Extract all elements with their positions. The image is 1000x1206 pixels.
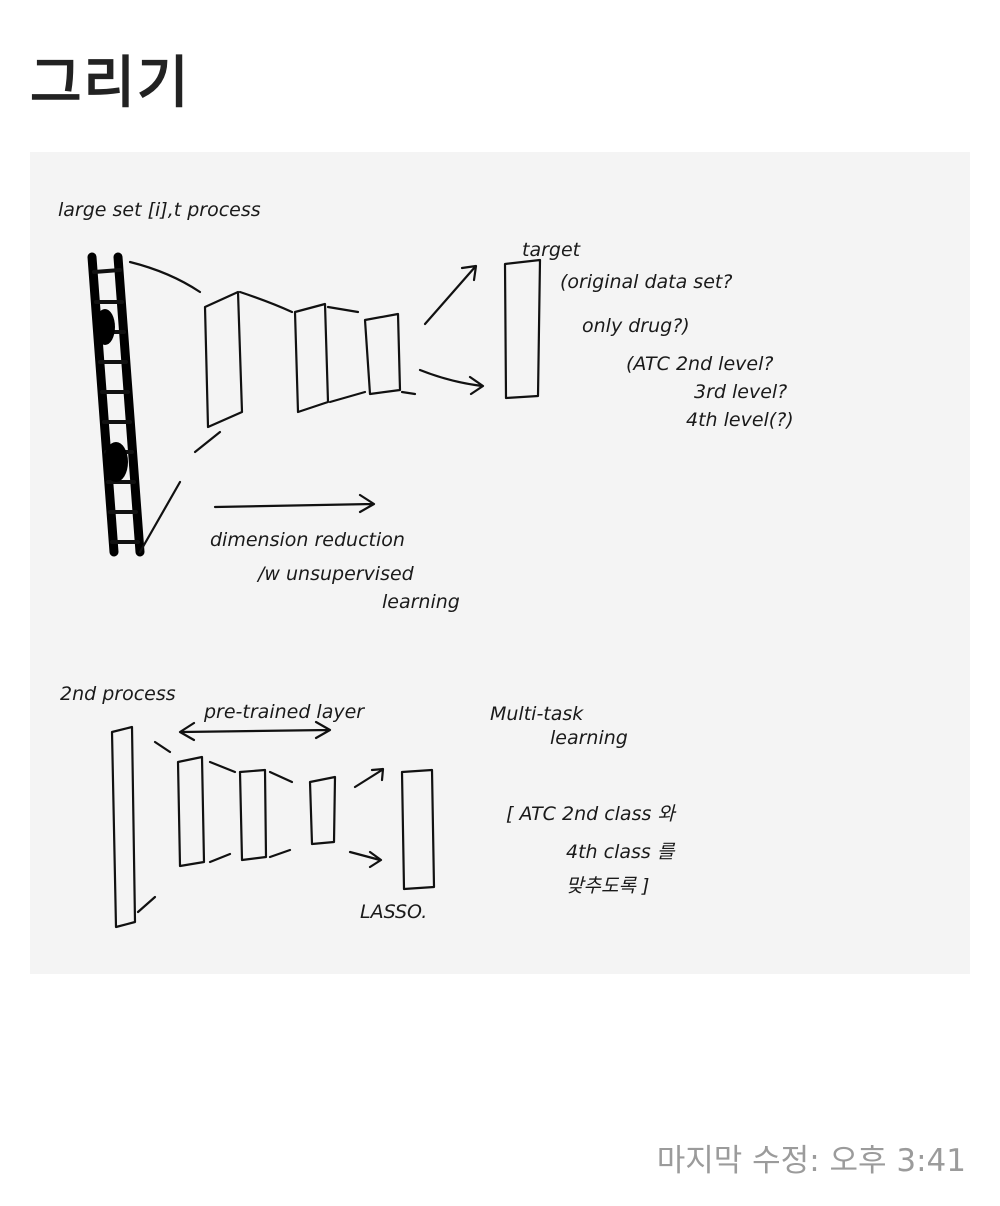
input-ladder bbox=[87, 252, 145, 557]
page-title: 그리기 bbox=[30, 51, 191, 116]
last-modified-text: 마지막 수정: 오후 3:41 bbox=[656, 1143, 966, 1179]
sketch bbox=[87, 252, 542, 929]
drawing-canvas[interactable]: large set [i],t process target (original… bbox=[30, 152, 970, 974]
